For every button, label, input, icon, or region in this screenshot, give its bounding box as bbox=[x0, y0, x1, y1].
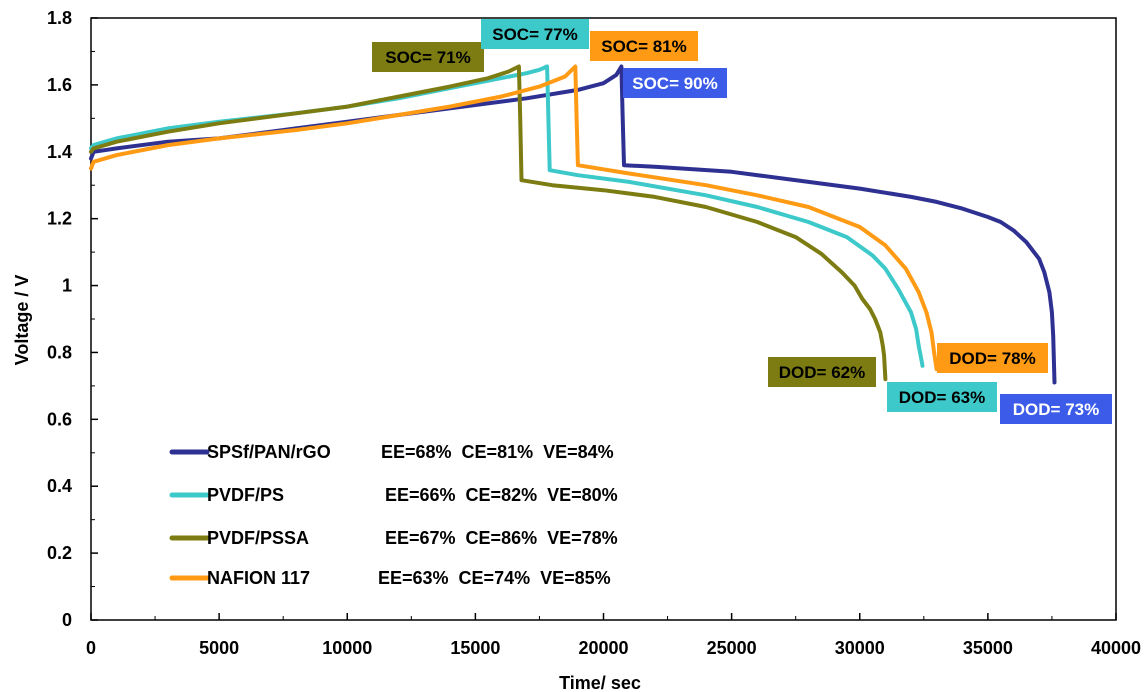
axes: 0 0.2 0.4 0.6 0.8 1 1.2 1.4 1.6 1.8 0 5000 10000 1500… bbox=[47, 8, 1141, 658]
legend-series-metrics: EE=63% CE=74% VE=85% bbox=[378, 568, 611, 588]
series-line bbox=[89, 64, 888, 382]
annotation-badges: SOC= 71% SOC= 77% SOC= 81% SOC= 90% DOD= 62%… bbox=[372, 19, 1112, 424]
y-tick-label: 1 bbox=[62, 276, 72, 296]
x-axis-title: Time/ sec bbox=[559, 673, 641, 692]
y-tick-label: 1.6 bbox=[47, 75, 72, 95]
annotation-text: DOD= 63% bbox=[899, 388, 985, 407]
annotation-text: DOD= 62% bbox=[779, 363, 865, 382]
series-line bbox=[89, 64, 939, 372]
legend-series-name: PVDF/PSSA bbox=[207, 528, 309, 548]
annotation-text: SOC= 71% bbox=[385, 48, 471, 67]
legend: SPSf/PAN/rGO EE=68% CE=81% VE=84% PVDF/PS E… bbox=[169, 442, 618, 588]
legend-series-name: SPSf/PAN/rGO bbox=[207, 442, 331, 462]
series-lines bbox=[89, 64, 1057, 385]
series-line bbox=[89, 64, 1057, 385]
legend-series-metrics: EE=68% CE=81% VE=84% bbox=[381, 442, 614, 462]
x-tick-label: 25000 bbox=[707, 638, 757, 658]
legend-series-name: NAFION 117 bbox=[207, 568, 310, 588]
annotation-badge bbox=[1000, 394, 1112, 424]
x-tick-label: 35000 bbox=[963, 638, 1013, 658]
annotation-badge bbox=[623, 68, 727, 98]
y-tick-label: 0.6 bbox=[47, 409, 72, 429]
y-tick-label: 0.8 bbox=[47, 342, 72, 362]
annotation-badge bbox=[590, 31, 698, 61]
annotation-badge bbox=[768, 357, 876, 387]
annotation-text: SOC= 81% bbox=[601, 37, 687, 56]
legend-series-name: PVDF/PS bbox=[207, 485, 284, 505]
x-tick-label: 15000 bbox=[450, 638, 500, 658]
x-tick-label: 5000 bbox=[199, 638, 239, 658]
annotation-text: SOC= 77% bbox=[492, 25, 578, 44]
y-tick-label: 0.4 bbox=[47, 476, 72, 496]
y-tick-label: 0.2 bbox=[47, 543, 72, 563]
x-tick-label: 40000 bbox=[1091, 638, 1141, 658]
annotation-badge bbox=[481, 19, 589, 49]
y-tick-label: 1.2 bbox=[47, 209, 72, 229]
x-tick-label: 20000 bbox=[578, 638, 628, 658]
annotation-text: DOD= 73% bbox=[1013, 400, 1099, 419]
x-tick-label: 30000 bbox=[835, 638, 885, 658]
annotation-badge bbox=[887, 382, 997, 412]
y-tick-label: 1.8 bbox=[47, 8, 72, 28]
legend-series-metrics: EE=67% CE=86% VE=78% bbox=[385, 528, 618, 548]
y-axis-title: Voltage / V bbox=[12, 275, 32, 366]
series-line bbox=[89, 64, 925, 368]
x-tick-label: 10000 bbox=[322, 638, 372, 658]
annotation-badge bbox=[372, 42, 484, 72]
y-tick-label: 0 bbox=[62, 610, 72, 630]
x-tick-label: 0 bbox=[86, 638, 96, 658]
legend-series-metrics: EE=66% CE=82% VE=80% bbox=[385, 485, 618, 505]
annotation-text: SOC= 90% bbox=[632, 74, 718, 93]
annotation-text: DOD= 78% bbox=[949, 349, 1035, 368]
y-tick-label: 1.4 bbox=[47, 142, 72, 162]
annotation-badge bbox=[937, 343, 1048, 373]
